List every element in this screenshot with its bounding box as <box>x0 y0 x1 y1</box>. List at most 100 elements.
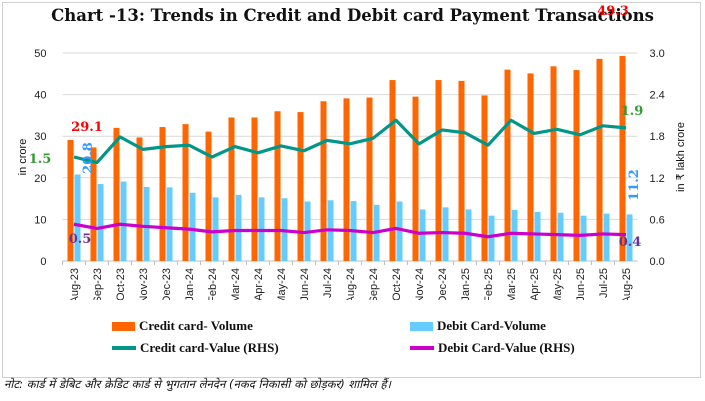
x-tick-label: Aug-23 <box>69 268 81 300</box>
chart-plot: 0 0.0 10 0.6 20 1.2 30 1.8 40 2.4 50 3.0 in crore in … <box>17 4 687 300</box>
data-label: 20.8 <box>81 142 96 174</box>
bar-debit-volume <box>212 197 219 261</box>
x-tick-label: Apr-25 <box>529 268 541 300</box>
x-tick-label: Mar-24 <box>230 268 242 300</box>
x-tick-label: Jul-25 <box>598 268 610 298</box>
bar-debit-volume <box>120 181 127 261</box>
legend-label: Credit card- Volume <box>139 318 253 333</box>
bar-credit-volume <box>596 58 603 261</box>
bar-debit-volume <box>580 215 587 261</box>
data-label: 0.4 <box>619 235 642 250</box>
chart-title: Chart -13: Trends in Credit and Debit ca… <box>51 6 654 25</box>
bar-credit-volume <box>619 55 626 261</box>
bar-debit-volume <box>189 192 196 261</box>
bar-credit-volume <box>274 111 281 262</box>
bar-credit-volume <box>159 127 166 261</box>
x-tick-label: Feb-24 <box>207 268 219 300</box>
bar-debit-volume <box>488 215 495 261</box>
data-label: 0.5 <box>69 232 92 247</box>
x-tick-label: Jul-24 <box>322 268 334 298</box>
x-tick-label: Nov-23 <box>138 268 150 300</box>
bar-credit-volume <box>228 117 235 261</box>
x-tick-label: Nov-24 <box>414 268 426 300</box>
legend-credit-volume: Credit card- Volume <box>112 318 253 334</box>
bar-debit-volume <box>235 194 242 261</box>
bar-credit-volume <box>573 70 580 261</box>
x-tick-label: Oct-24 <box>391 268 403 300</box>
legend-label: Credit card-Value (RHS) <box>140 340 279 355</box>
bar-credit-volume <box>412 96 419 262</box>
line-debit-value <box>73 222 627 239</box>
bar-credit-volume <box>136 137 143 261</box>
y-tick-label: 20 <box>34 173 46 185</box>
bar-credit-volume <box>113 127 120 261</box>
y2-tick-label: 0.0 <box>650 256 665 268</box>
bar-credit-volume <box>389 80 396 261</box>
legend-debit-value: Debit Card-Value (RHS) <box>410 340 575 356</box>
y2-tick-label: 2.4 <box>650 90 665 102</box>
bar-credit-volume <box>527 73 534 261</box>
bar-credit-volume <box>251 117 258 261</box>
x-tick-label: Oct-23 <box>115 268 127 300</box>
legend-swatch-credit-value <box>112 346 136 350</box>
footnote: नोट: कार्ड में डेबिट और क्रेडिट कार्ड से… <box>4 377 391 391</box>
x-tick-label: Sep-23 <box>92 268 104 300</box>
bar-debit-volume <box>511 209 518 261</box>
y-tick-label: 40 <box>34 90 46 102</box>
y-tick-label: 50 <box>34 48 46 60</box>
data-label: 1.9 <box>621 104 644 119</box>
x-tick-label: Apr-24 <box>253 268 265 300</box>
legend-label: Debit Card-Volume <box>437 318 546 333</box>
bar-credit-volume <box>320 101 327 261</box>
bar-debit-volume <box>143 186 150 261</box>
x-tick-label: Jan-24 <box>184 268 196 300</box>
y-tick-label: 10 <box>34 214 46 226</box>
bar-credit-volume <box>297 112 304 262</box>
legend-swatch-credit-volume <box>112 321 135 331</box>
bar-credit-volume <box>458 80 465 261</box>
data-label: 49.3 <box>597 4 629 19</box>
legend-swatch-debit-value <box>410 346 434 350</box>
y-tick-label: 0 <box>40 256 46 268</box>
bar-credit-volume <box>90 147 97 261</box>
legend-label: Debit Card-Value (RHS) <box>438 340 575 355</box>
bar-debit-volume <box>534 211 541 261</box>
y2-axis-label: in ₹ lakh crore <box>675 122 687 192</box>
bar-debit-volume <box>396 201 403 261</box>
bar-debit-volume <box>74 174 81 261</box>
y2-tick-label: 1.8 <box>650 131 665 143</box>
bar-credit-volume <box>550 66 557 261</box>
y2-tick-label: 1.2 <box>650 173 665 185</box>
bar-debit-volume <box>97 184 104 261</box>
data-label: 1.5 <box>29 152 52 167</box>
legend-debit-volume: Debit Card-Volume <box>410 318 546 334</box>
bar-debit-volume <box>557 212 564 261</box>
x-tick-label: May-24 <box>276 268 288 300</box>
bar-credit-volume <box>366 97 373 262</box>
x-tick-label: Jun-24 <box>299 268 311 300</box>
x-tick-label: Feb-25 <box>483 268 495 300</box>
bar-debit-volume <box>626 214 633 261</box>
bar-debit-volume <box>603 213 610 261</box>
x-tick-label: Jun-25 <box>575 268 587 300</box>
x-tick-label: Dec-23 <box>161 268 173 300</box>
x-tick-label: Sep-24 <box>368 268 380 300</box>
y2-tick-label: 0.6 <box>650 214 665 226</box>
bar-debit-volume <box>419 209 426 261</box>
bar-credit-volume <box>67 139 74 261</box>
bar-credit-volume <box>205 131 212 261</box>
bar-credit-volume <box>504 69 511 261</box>
y-axis-label: in crore <box>17 139 29 176</box>
line-credit-value <box>73 118 627 165</box>
data-label: 11.2 <box>627 169 642 201</box>
x-tick-label: Aug-25 <box>621 268 633 300</box>
y2-tick-label: 3.0 <box>650 48 665 60</box>
x-tick-label: Jan-25 <box>460 268 472 300</box>
chart-frame <box>2 2 701 378</box>
x-tick-label: Aug-24 <box>345 268 357 300</box>
bar-credit-volume <box>481 95 488 261</box>
bar-credit-volume <box>182 124 189 261</box>
legend-swatch-debit-volume <box>410 321 433 331</box>
bar-credit-volume <box>343 98 350 262</box>
bar-credit-volume <box>435 80 442 261</box>
